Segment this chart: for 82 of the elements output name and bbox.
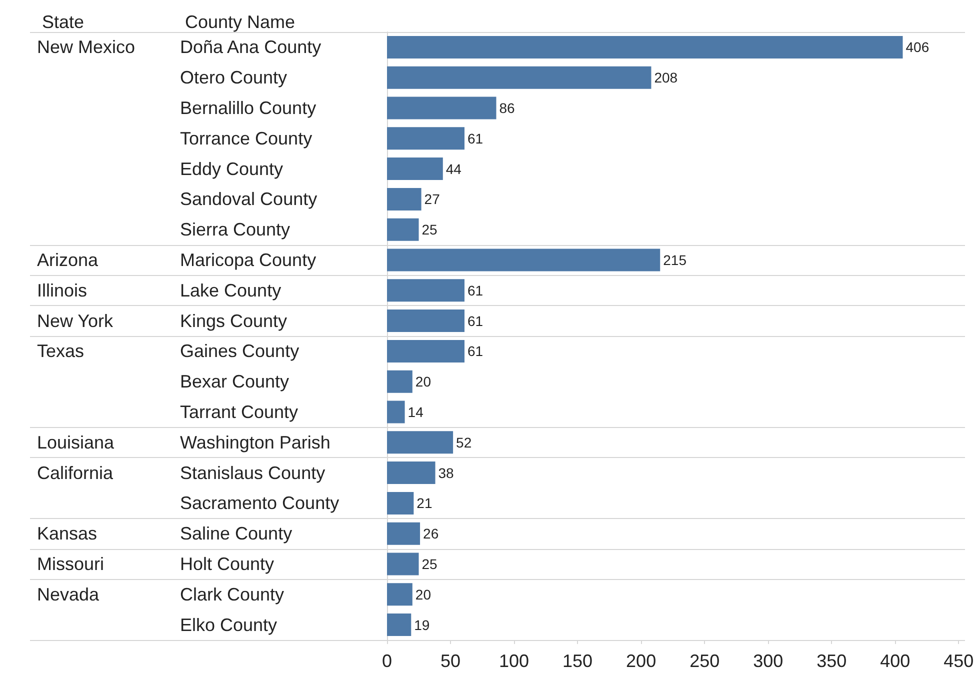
y-tick-label: Bexar County (180, 372, 290, 392)
y-tick-label: Eddy County (180, 158, 284, 179)
bar (387, 218, 419, 241)
data-label: 26 (423, 526, 439, 542)
bar (387, 370, 412, 393)
y-tick-label: Torrance County (180, 128, 312, 148)
y-tick-label: Kings County (180, 310, 288, 331)
y-tick-label: Clark County (180, 584, 284, 604)
y-tick-label: Lake County (180, 280, 282, 300)
bar (387, 431, 454, 454)
y-tick-label: Otero County (180, 68, 288, 88)
data-label: 86 (499, 100, 516, 116)
data-label: 44 (446, 160, 462, 177)
data-label: 25 (422, 556, 438, 572)
y-tick-label: Saline County (180, 524, 292, 544)
bar (387, 340, 464, 362)
bar (387, 400, 405, 424)
data-label: 61 (467, 282, 484, 298)
data-label: 61 (467, 312, 484, 329)
y2-tick-label: Arizona (37, 250, 100, 270)
x-tick-label: 150 (562, 651, 593, 671)
bar (387, 188, 422, 210)
data-label: 14 (408, 404, 424, 420)
y-axis-title: County Name (185, 12, 296, 32)
y2-tick-label: California (37, 462, 114, 483)
y2-tick-label: Louisiana (37, 432, 116, 452)
x-tick-label: 400 (880, 651, 910, 671)
y-tick-label: Maricopa County (180, 250, 316, 270)
bar (387, 279, 464, 302)
data-label: 25 (422, 222, 438, 238)
data-label: 20 (415, 586, 432, 602)
x-tick-label: 300 (753, 651, 784, 671)
data-label: 21 (416, 495, 432, 512)
bar (387, 492, 414, 514)
bar (387, 158, 443, 180)
y-tick-label: Sandoval County (180, 189, 318, 210)
x-tick-label: 0 (382, 651, 392, 671)
data-label: 52 (456, 434, 472, 450)
y2-tick-label: Illinois (37, 280, 88, 300)
y-tick-label: Doña Ana County (180, 37, 322, 58)
y-tick-label: Washington Parish (180, 432, 330, 452)
data-label: 61 (467, 130, 484, 146)
data-label: 20 (415, 374, 432, 390)
bar (387, 36, 903, 58)
y-tick-label: Holt County (180, 554, 274, 574)
x-tick-label: 200 (626, 651, 656, 671)
y-tick-label: Bernalillo County (180, 98, 316, 118)
x-tick-label: 250 (690, 651, 720, 671)
y-tick-label: Gaines County (180, 341, 300, 362)
bar (387, 66, 652, 89)
bar (387, 583, 412, 606)
data-label: 208 (654, 70, 678, 86)
text: State (42, 12, 84, 32)
x-tick-label: 50 (440, 651, 461, 671)
data-label: 27 (424, 191, 440, 208)
bar (387, 96, 496, 120)
y-tick-label: Sacramento County (180, 493, 340, 514)
y-tick-label: Sierra County (180, 220, 290, 240)
bar (387, 552, 419, 576)
y2-tick-label: Texas (37, 341, 84, 362)
bar (387, 614, 412, 636)
y2-tick-label: Nevada (37, 584, 100, 604)
y2-tick-label: New Mexico (37, 37, 136, 58)
data-label: 38 (438, 464, 454, 481)
y2-tick-label: Missouri (37, 554, 104, 574)
data-label: 215 (663, 252, 687, 268)
x-tick-label: 100 (499, 651, 530, 671)
x-tick-label: 450 (944, 651, 974, 671)
bar (387, 462, 436, 484)
bar (387, 522, 420, 545)
y-tick-label: Elko County (180, 614, 278, 635)
x-tick-label: 350 (816, 651, 847, 671)
y2-tick-label: Kansas (37, 524, 98, 544)
data-label: 406 (906, 39, 930, 56)
bar (387, 248, 660, 272)
y-tick-label: Tarrant County (180, 402, 298, 422)
data-label: 61 (467, 343, 484, 360)
data-label: 19 (414, 616, 430, 633)
bar (387, 310, 464, 332)
y2-tick-label: New York (37, 310, 114, 331)
y-tick-label: Stanislaus County (180, 462, 326, 483)
bar (387, 127, 464, 150)
